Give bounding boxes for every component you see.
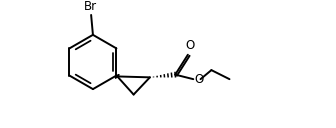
Text: O: O — [194, 73, 204, 86]
Text: O: O — [185, 39, 194, 52]
Text: Br: Br — [84, 0, 97, 13]
Polygon shape — [115, 74, 119, 78]
